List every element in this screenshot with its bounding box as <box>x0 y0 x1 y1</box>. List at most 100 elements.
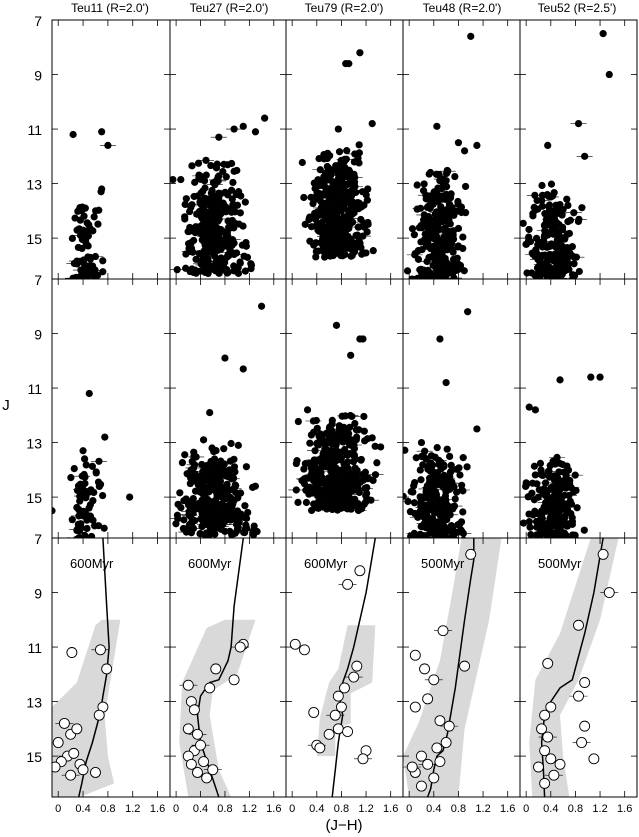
star-point <box>222 513 230 521</box>
tick-labels: 7 9 11 13 15 7 9 11 13 15 7 9 11 13 15 0 0.4 0.8 1.2 1.6 0 0.… <box>26 13 632 815</box>
x-tick-label: 1.6 <box>383 803 398 815</box>
star-point <box>555 232 563 240</box>
star-point <box>240 513 249 522</box>
star-point <box>229 178 237 187</box>
star-point <box>413 283 420 290</box>
star-point <box>52 507 56 515</box>
star-point <box>454 260 462 268</box>
star-point <box>325 213 334 221</box>
star-point <box>328 480 336 489</box>
star-point <box>438 195 446 203</box>
star-point <box>303 406 312 414</box>
star-point <box>559 541 566 548</box>
star-point <box>564 245 572 253</box>
member-star-point <box>579 677 591 688</box>
star-point <box>446 227 454 236</box>
star-point <box>544 213 553 221</box>
star-point <box>424 539 431 546</box>
star-point <box>177 175 185 184</box>
star-point <box>319 232 327 240</box>
member-star-point <box>536 723 548 735</box>
star-point <box>432 170 441 178</box>
star-point <box>126 493 134 501</box>
star-point <box>177 504 185 512</box>
star-point <box>315 431 323 440</box>
star-point <box>541 221 549 229</box>
star-point <box>433 495 441 503</box>
star-point <box>550 533 558 538</box>
star-point <box>546 519 554 527</box>
star-point <box>340 460 348 468</box>
star-point <box>553 282 560 289</box>
star-point <box>352 188 360 197</box>
member-star-point <box>339 682 350 694</box>
star-point <box>211 230 219 238</box>
star-point <box>82 487 90 496</box>
star-point <box>307 193 315 201</box>
star-point <box>448 542 455 549</box>
star-point <box>413 283 420 290</box>
star-point <box>547 499 555 508</box>
star-point <box>77 524 85 532</box>
star-point <box>421 510 429 518</box>
star-point <box>314 176 322 184</box>
star-point <box>345 484 354 492</box>
star-point <box>605 70 613 79</box>
star-point <box>536 459 545 468</box>
star-point <box>371 442 379 450</box>
star-point <box>75 512 83 520</box>
star-point <box>240 252 248 260</box>
star-point <box>253 527 261 536</box>
x-tick-label: 0.4 <box>193 803 208 815</box>
star-point <box>457 526 465 534</box>
star-point <box>456 279 463 286</box>
star-point <box>310 500 318 508</box>
star-point <box>349 198 357 206</box>
member-star-point <box>422 693 434 705</box>
star-point <box>403 267 412 275</box>
star-point <box>446 468 455 476</box>
star-point <box>420 280 427 287</box>
star-point <box>446 539 453 546</box>
star-point <box>234 526 242 534</box>
star-point <box>548 511 556 519</box>
y-tick-label: 11 <box>27 381 42 397</box>
star-point <box>550 541 557 548</box>
star-point <box>181 451 189 459</box>
star-point <box>443 445 451 453</box>
star-point <box>542 278 546 279</box>
star-point <box>441 515 449 523</box>
star-point <box>206 408 214 417</box>
star-point <box>525 225 533 234</box>
star-point <box>410 275 418 279</box>
star-point <box>210 469 218 477</box>
member-star-point <box>434 756 446 768</box>
star-point <box>300 475 308 483</box>
star-point <box>331 448 340 456</box>
star-point <box>441 540 448 547</box>
star-point <box>429 540 436 547</box>
star-point <box>464 308 472 316</box>
star-point <box>439 283 446 290</box>
star-point <box>221 354 229 362</box>
star-point <box>438 251 446 259</box>
star-point <box>328 440 336 448</box>
star-point <box>426 218 434 227</box>
panel-r2-c2: 600Myr <box>289 538 377 797</box>
star-point <box>315 181 323 190</box>
age-label: 600Myr <box>70 556 114 571</box>
star-point <box>547 240 555 248</box>
star-point <box>221 527 229 535</box>
star-point <box>556 522 564 531</box>
star-point <box>199 225 207 233</box>
star-point <box>459 233 467 241</box>
star-point <box>361 437 369 445</box>
star-point <box>454 139 463 147</box>
star-point <box>198 523 206 531</box>
star-point <box>528 269 536 277</box>
star-point <box>532 509 540 518</box>
star-point <box>238 241 247 249</box>
panel-r0-c0 <box>65 128 116 279</box>
star-point <box>455 464 463 472</box>
star-point <box>451 495 459 503</box>
